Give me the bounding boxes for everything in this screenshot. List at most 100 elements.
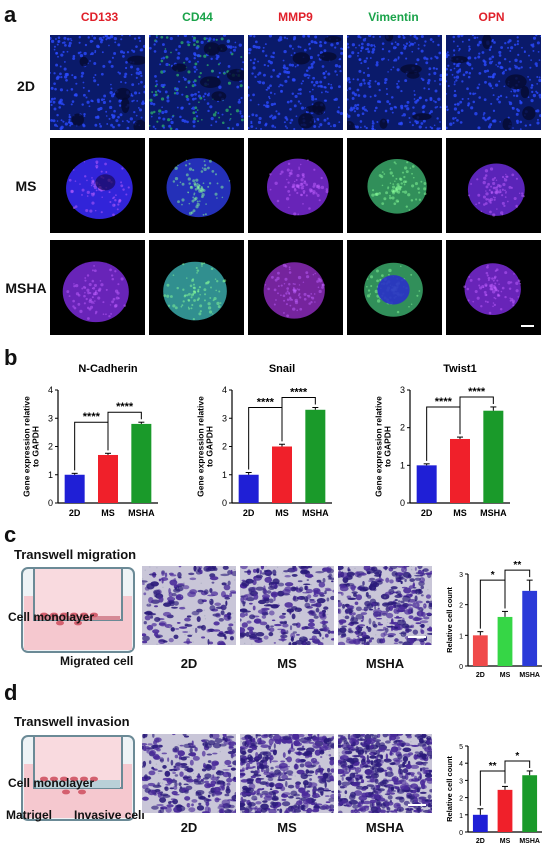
y-tick-label: 2 [222, 442, 227, 452]
y-tick-label: 3 [400, 385, 405, 395]
significance-bracket [504, 760, 531, 784]
migration-condition-msha: MSHA [365, 656, 405, 671]
invasion-condition-ms: MS [277, 820, 297, 835]
y-tick-label: 3 [222, 413, 227, 423]
x-tick-label: MSHA [128, 508, 155, 518]
y-tick-label: 1 [459, 633, 463, 640]
bar-msha [522, 590, 538, 666]
bar-2d [64, 474, 85, 503]
significance-label: **** [468, 386, 486, 398]
y-tick-label: 4 [459, 761, 463, 768]
significance-bracket [281, 397, 316, 442]
micrograph-ms-cd133 [50, 138, 145, 233]
y-tick-label: 0 [459, 664, 463, 671]
invasion-image-2d [142, 734, 236, 813]
x-tick-label: MSHA [519, 672, 540, 679]
migration-image-2d [142, 566, 236, 645]
chart-title: Twist1 [443, 363, 476, 375]
y-axis-label: Relative cell count [445, 756, 454, 822]
micrograph-msha-opn [446, 240, 541, 335]
label-cell-monolayer-d: Cell monolayer [8, 776, 95, 790]
y-tick-label: 1 [400, 460, 405, 470]
micrograph-msha-mmp9 [248, 240, 343, 335]
chart-title: Snail [269, 363, 295, 375]
x-tick-label: MSHA [302, 508, 329, 518]
significance-bracket [107, 411, 142, 451]
panel-letter-a: a [4, 2, 17, 27]
cells-migration [40, 612, 98, 626]
y-tick-label: 0 [48, 498, 53, 508]
invasion-image-ms [240, 734, 334, 813]
chart-title: N-Cadherin [78, 363, 138, 375]
y-tick-label: 1 [459, 813, 463, 820]
micrograph-2d-cd44 [149, 35, 244, 130]
significance-label: **** [290, 387, 308, 399]
row-label-msha: MSHA [5, 280, 47, 296]
x-tick-label: 2D [69, 508, 81, 518]
significance-bracket [504, 569, 531, 609]
y-tick-label: 3 [459, 778, 463, 785]
migration-image-ms [240, 566, 334, 645]
micrograph-msha-cd133 [50, 240, 145, 335]
invasion-condition-2d: 2D [180, 820, 198, 835]
bar-2d [472, 814, 488, 832]
micrograph-msha-cd44 [149, 240, 244, 335]
panel-letter-d: d [4, 680, 18, 705]
y-tick-label: 2 [400, 423, 405, 433]
micrograph-2d-mmp9 [248, 35, 343, 130]
panel-letter-b: b [4, 345, 18, 370]
panel-letter-c: c [4, 522, 17, 547]
x-tick-label: 2D [476, 672, 485, 679]
micrograph-ms-opn [446, 138, 541, 233]
y-axis-label: Relative cell count [445, 587, 454, 653]
x-tick-label: MS [500, 838, 511, 843]
significance-bracket [459, 396, 494, 435]
y-tick-label: 3 [48, 413, 53, 423]
significance-label: **** [257, 397, 275, 409]
migration-condition-2d: 2D [180, 656, 198, 671]
migration-condition-ms: MS [277, 656, 297, 671]
micrograph-msha-vimentin [347, 240, 442, 335]
transwell-invasion-diagram [21, 735, 135, 821]
marker-title-vimentin: Vimentin [368, 10, 419, 24]
y-tick-label: 0 [222, 498, 227, 508]
significance-label: * [515, 751, 519, 762]
marker-title-opn: OPN [478, 10, 505, 24]
x-tick-label: 2D [476, 838, 485, 843]
label-cell-monolayer-c: Cell monolayer [8, 610, 95, 624]
invasion-image-msha [338, 734, 432, 813]
y-tick-label: 5 [459, 744, 463, 751]
bar-ms [98, 454, 118, 503]
x-tick-label: 2D [421, 508, 433, 518]
x-tick-label: MS [275, 508, 289, 518]
x-tick-label: MSHA [480, 508, 507, 518]
label-invasive-cell: Invasive cell [74, 808, 145, 822]
micrograph-ms-mmp9 [248, 138, 343, 233]
bar-ms [497, 789, 513, 832]
micrograph-2d-opn [446, 35, 541, 130]
significance-label: * [491, 570, 495, 581]
membrane [36, 616, 120, 620]
invasion-condition-msha: MSHA [365, 820, 405, 835]
micrograph-2d-cd133 [50, 35, 145, 130]
y-axis-label: Gene expression relativeto GAPDH [21, 396, 40, 497]
micrograph-ms-cd44 [149, 138, 244, 233]
y-axis-label: Gene expression relativeto GAPDH [195, 396, 214, 497]
label-matrigel: Matrigel [6, 808, 53, 822]
bar-2d [416, 465, 437, 503]
micrograph-ms-vimentin [347, 138, 442, 233]
matrigel-layer [36, 780, 120, 788]
y-tick-label: 3 [459, 572, 463, 579]
bar-2d [472, 635, 488, 666]
bar-ms [272, 446, 292, 503]
x-tick-label: MS [453, 508, 467, 518]
marker-title-cd133: CD133 [80, 10, 119, 24]
x-tick-label: MS [101, 508, 115, 518]
bar-2d [238, 474, 259, 503]
significance-label: **** [435, 396, 453, 408]
significance-label: ** [489, 761, 497, 772]
transwell-invasion-title: Transwell invasion [14, 714, 130, 729]
x-tick-label: MS [500, 672, 511, 679]
